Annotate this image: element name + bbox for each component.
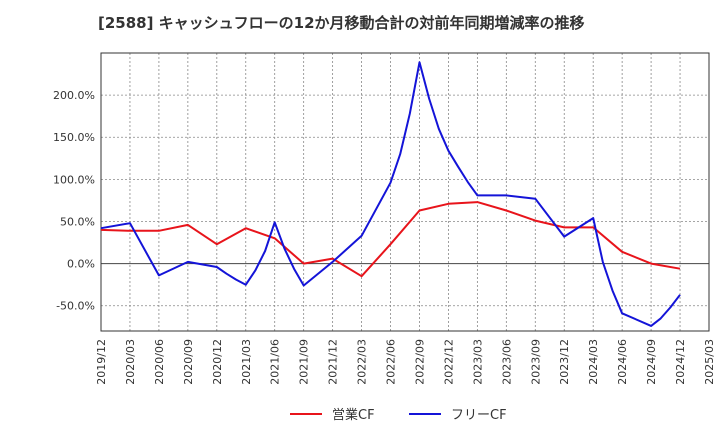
chart-title: [2588] キャッシュフローの12か月移動合計の対前年同期増減率の推移 [98,14,585,32]
x-tick-label: 2019/12 [95,339,108,385]
x-tick-label: 2020/12 [211,339,224,385]
x-tick-label: 2023/12 [558,339,571,385]
x-tick-label: 2021/06 [269,339,282,385]
x-tick-label: 2021/03 [240,339,253,385]
y-tick-label: 0.0% [67,258,95,271]
x-tick-label: 2022/12 [442,339,455,385]
x-tick-label: 2020/03 [124,339,137,385]
y-tick-label: 100.0% [53,173,95,186]
y-tick-label: 50.0% [60,215,95,228]
legend-label-operating-cf: 営業CF [332,407,375,423]
x-tick-label: 2024/09 [645,339,658,385]
x-tick-label: 2020/09 [182,339,195,385]
x-tick-label: 2021/12 [327,339,340,385]
x-tick-label: 2023/06 [500,339,513,385]
legend: 営業CF フリーCF [290,407,507,423]
x-tick-label: 2022/06 [385,339,398,385]
series-line-free-cf [100,61,681,327]
y-axis-ticks: -50.0% 0.0% 50.0% 100.0% 150.0% 200.0% [53,89,95,313]
series-lines [100,61,681,327]
x-tick-label: 2023/03 [471,339,484,385]
grid-lines [100,53,710,331]
x-tick-label: 2022/09 [413,339,426,385]
y-tick-label: 200.0% [53,89,95,102]
x-tick-label: 2022/03 [356,339,369,385]
x-tick-label: 2024/03 [587,339,600,385]
y-tick-label: 150.0% [53,131,95,144]
x-axis-ticks: 2019/12 2020/03 2020/06 2020/09 2020/12 2021/… [95,339,716,385]
x-tick-label: 2024/06 [616,339,629,385]
plot-area-frame [100,52,710,332]
x-tick-label: 2025/03 [703,339,716,385]
x-tick-label: 2021/09 [298,339,311,385]
x-tick-label: 2020/06 [153,339,166,385]
series-line-operating-cf [100,201,681,278]
y-tick-label: -50.0% [56,300,95,313]
legend-label-free-cf: フリーCF [451,408,507,423]
x-tick-label: 2023/09 [529,339,542,385]
x-tick-label: 2024/12 [674,339,687,385]
